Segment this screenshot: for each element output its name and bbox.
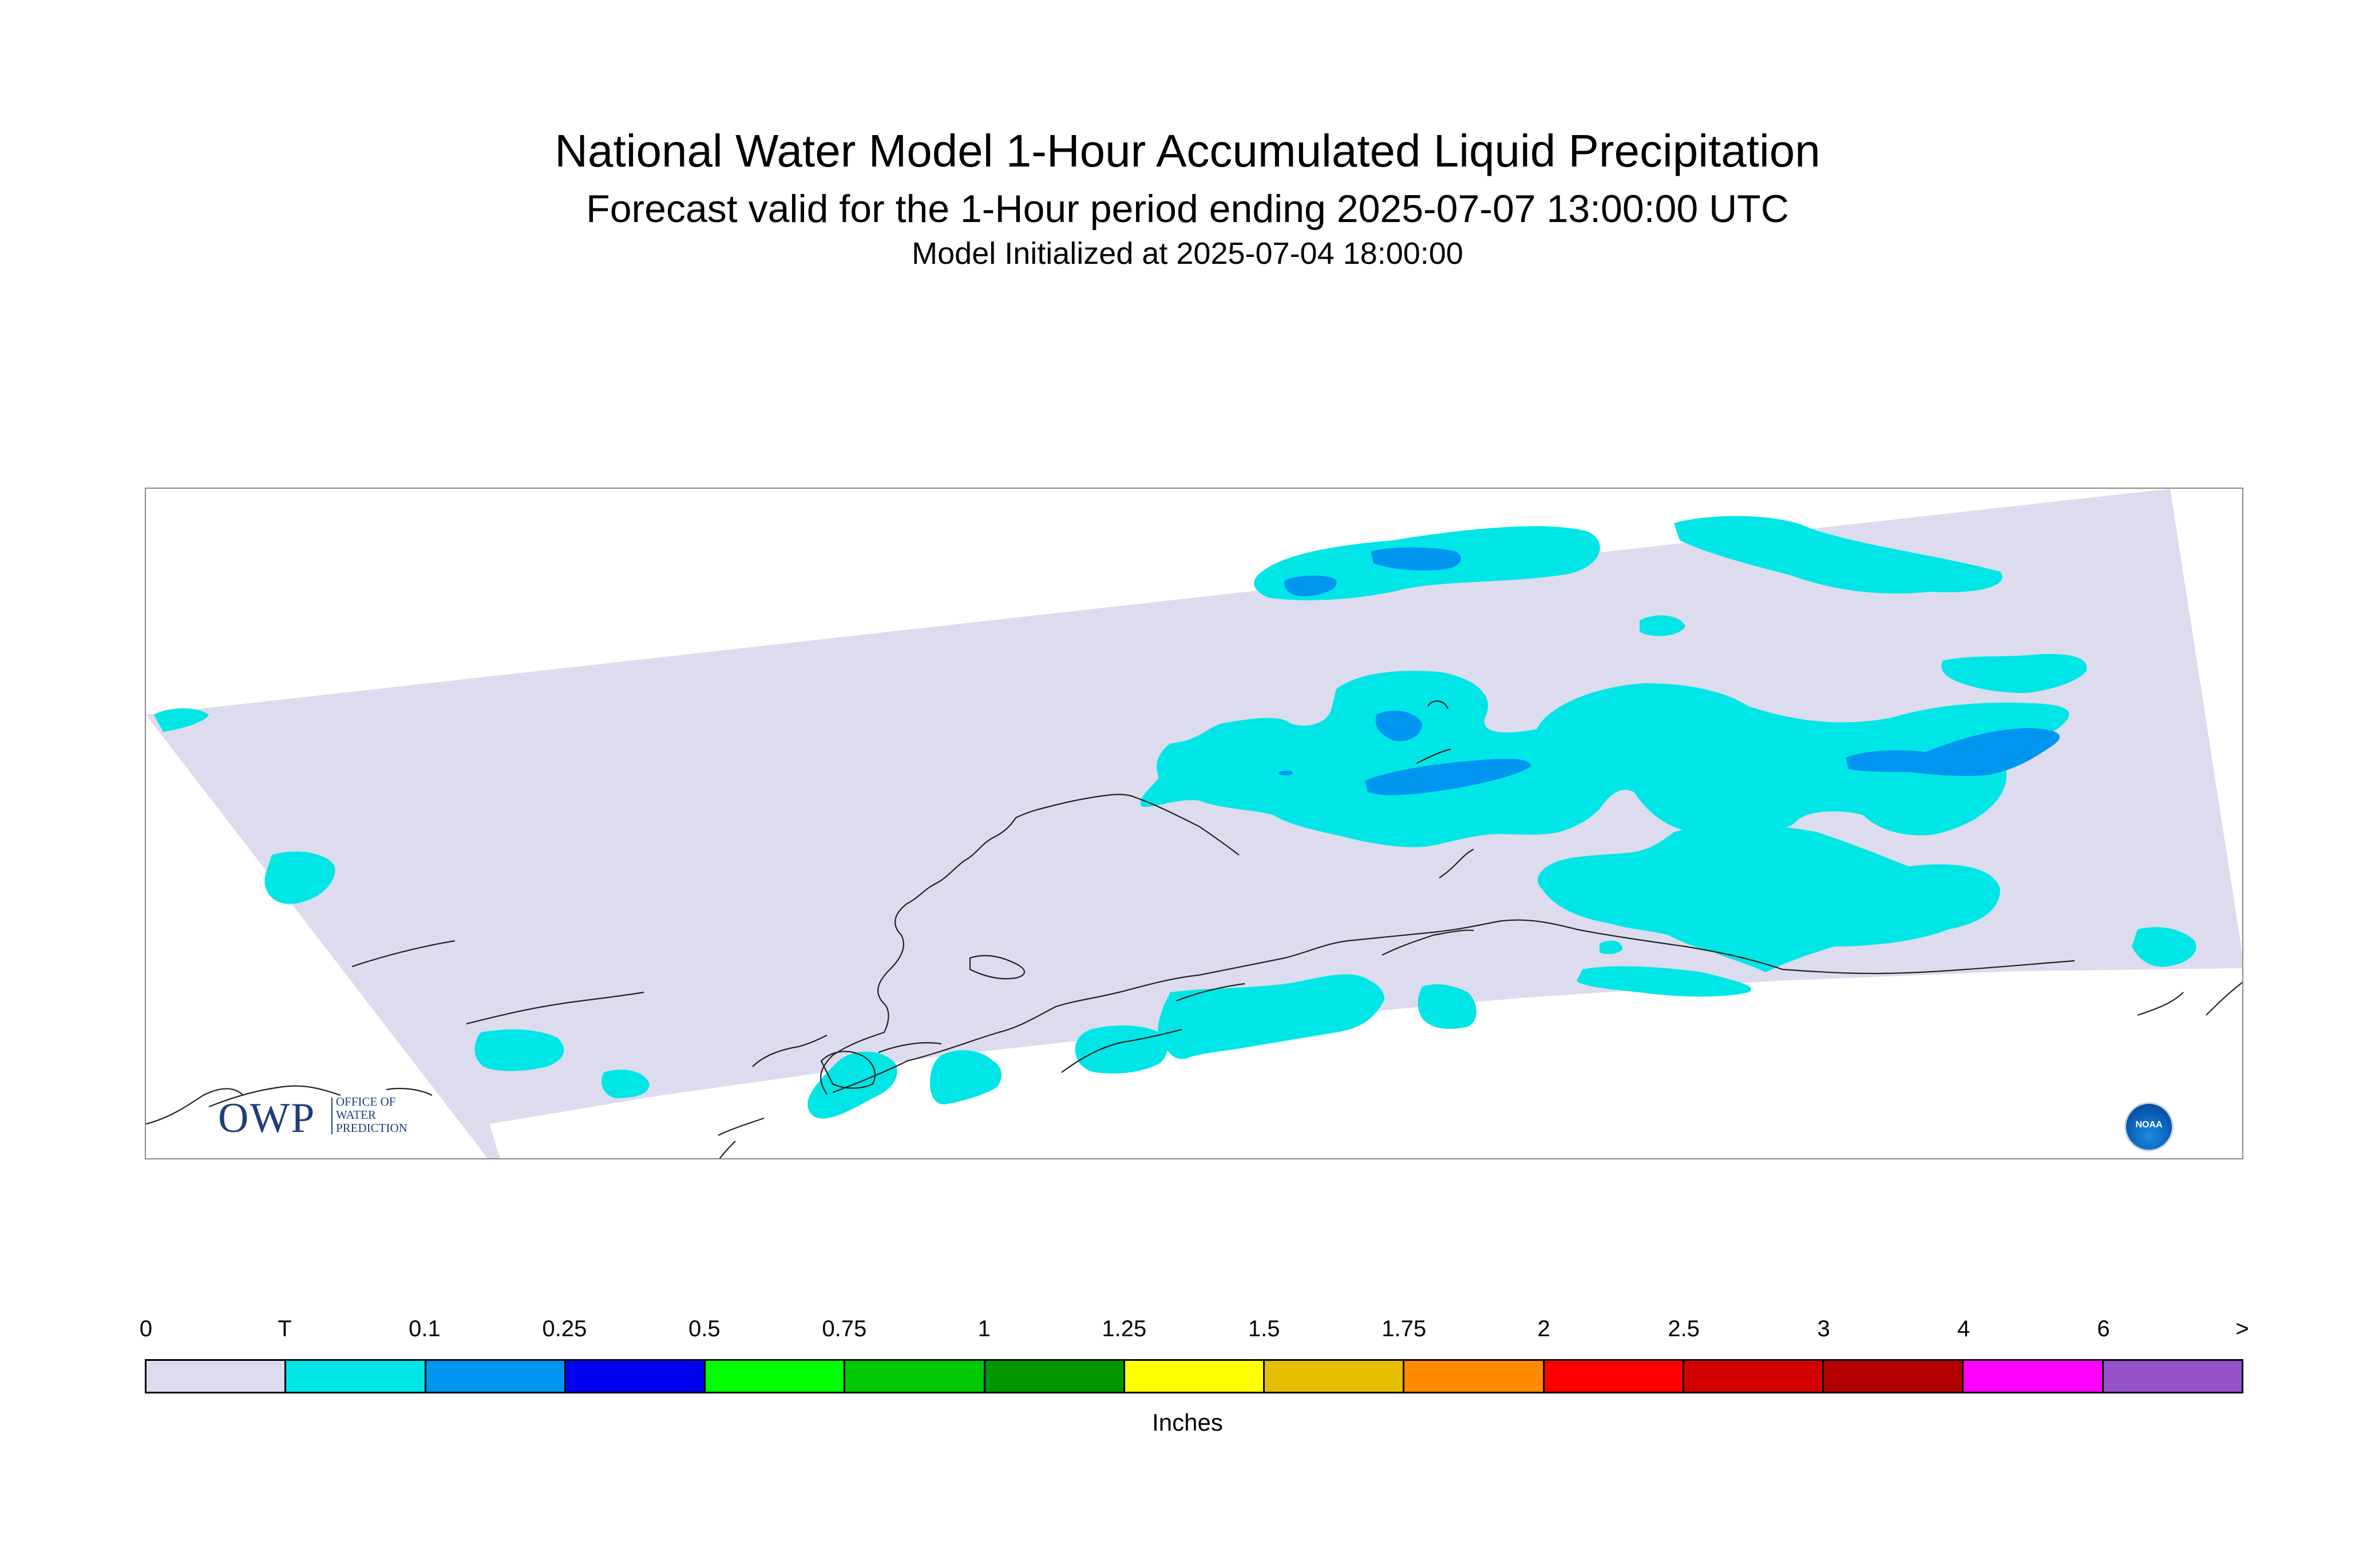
owp-logo-line-1: OFFICE OF bbox=[336, 1095, 396, 1108]
legend-color-swatch bbox=[286, 1361, 426, 1392]
legend-tick-label: > bbox=[2235, 1316, 2249, 1341]
trace-precip-areas bbox=[154, 516, 2196, 1119]
legend-color-swatch bbox=[706, 1361, 846, 1392]
legend-color-swatch bbox=[147, 1361, 287, 1392]
map-panel: OWP OFFICE OF WATER PREDICTION NOAA bbox=[145, 488, 2243, 1159]
legend-color-swatch bbox=[1964, 1361, 2104, 1392]
map-subtitle: Forecast valid for the 1-Hour period end… bbox=[586, 187, 1789, 231]
legend-tick-label: 6 bbox=[2097, 1316, 2110, 1341]
noaa-logo: NOAA bbox=[2124, 1102, 2174, 1151]
owp-logo-divider bbox=[331, 1098, 332, 1134]
owp-logo-text: OWP bbox=[218, 1095, 316, 1142]
legend-units: Inches bbox=[1152, 1409, 1223, 1436]
owp-logo-subtext: OFFICE OF WATER PREDICTION bbox=[336, 1095, 407, 1135]
legend-tick-label: 2 bbox=[1537, 1316, 1550, 1341]
legend-color-swatch bbox=[426, 1361, 566, 1392]
legend-tick-label: 0.25 bbox=[542, 1316, 587, 1341]
legend-colorbar bbox=[145, 1359, 2243, 1393]
legend-color-swatch bbox=[1404, 1361, 1545, 1392]
legend-color-swatch bbox=[2103, 1361, 2242, 1392]
legend-color-swatch bbox=[565, 1361, 706, 1392]
legend-tick-label: 1 bbox=[977, 1316, 991, 1341]
legend-tick-label: 3 bbox=[1817, 1316, 1830, 1341]
legend-color-swatch bbox=[845, 1361, 985, 1392]
legend-tick-label: 1.5 bbox=[1248, 1316, 1280, 1341]
legend-tick-label: 4 bbox=[1957, 1316, 1970, 1341]
light-precip-areas bbox=[1278, 547, 2060, 795]
legend-tick-label: 0.75 bbox=[822, 1316, 867, 1341]
legend-labels: 0 T 0.1 0.25 0.5 0.75 1 1.25 1.5 1.75 2 2.5 3 4 6 > bbox=[140, 1316, 2249, 1351]
legend-color-swatch bbox=[1824, 1361, 1964, 1392]
legend-color-swatch bbox=[1265, 1361, 1405, 1392]
legend-color-swatch bbox=[1544, 1361, 1684, 1392]
coastlines bbox=[146, 700, 2242, 1158]
legend-tick-label: 0.1 bbox=[409, 1316, 441, 1341]
owp-logo-line-3: PREDICTION bbox=[336, 1121, 407, 1135]
legend-tick-label: 0.5 bbox=[688, 1316, 721, 1341]
map-title: National Water Model 1-Hour Accumulated … bbox=[555, 125, 1820, 176]
legend-color-swatch bbox=[1684, 1361, 1824, 1392]
legend-tick-label: 0 bbox=[139, 1316, 153, 1341]
legend-color-swatch bbox=[985, 1361, 1125, 1392]
legend-tick-label: 2.5 bbox=[1668, 1316, 1700, 1341]
legend-tick-label: T bbox=[278, 1316, 292, 1341]
precip-map bbox=[146, 489, 2242, 1158]
legend-color-swatch bbox=[1125, 1361, 1265, 1392]
owp-logo-line-2: WATER bbox=[336, 1108, 376, 1122]
model-init-line: Model Initialized at 2025-07-04 18:00:00 bbox=[912, 236, 1463, 271]
noaa-logo-text: NOAA bbox=[2135, 1120, 2163, 1130]
legend-tick-label: 1.25 bbox=[1102, 1316, 1147, 1341]
legend-tick-label: 1.75 bbox=[1382, 1316, 1427, 1341]
